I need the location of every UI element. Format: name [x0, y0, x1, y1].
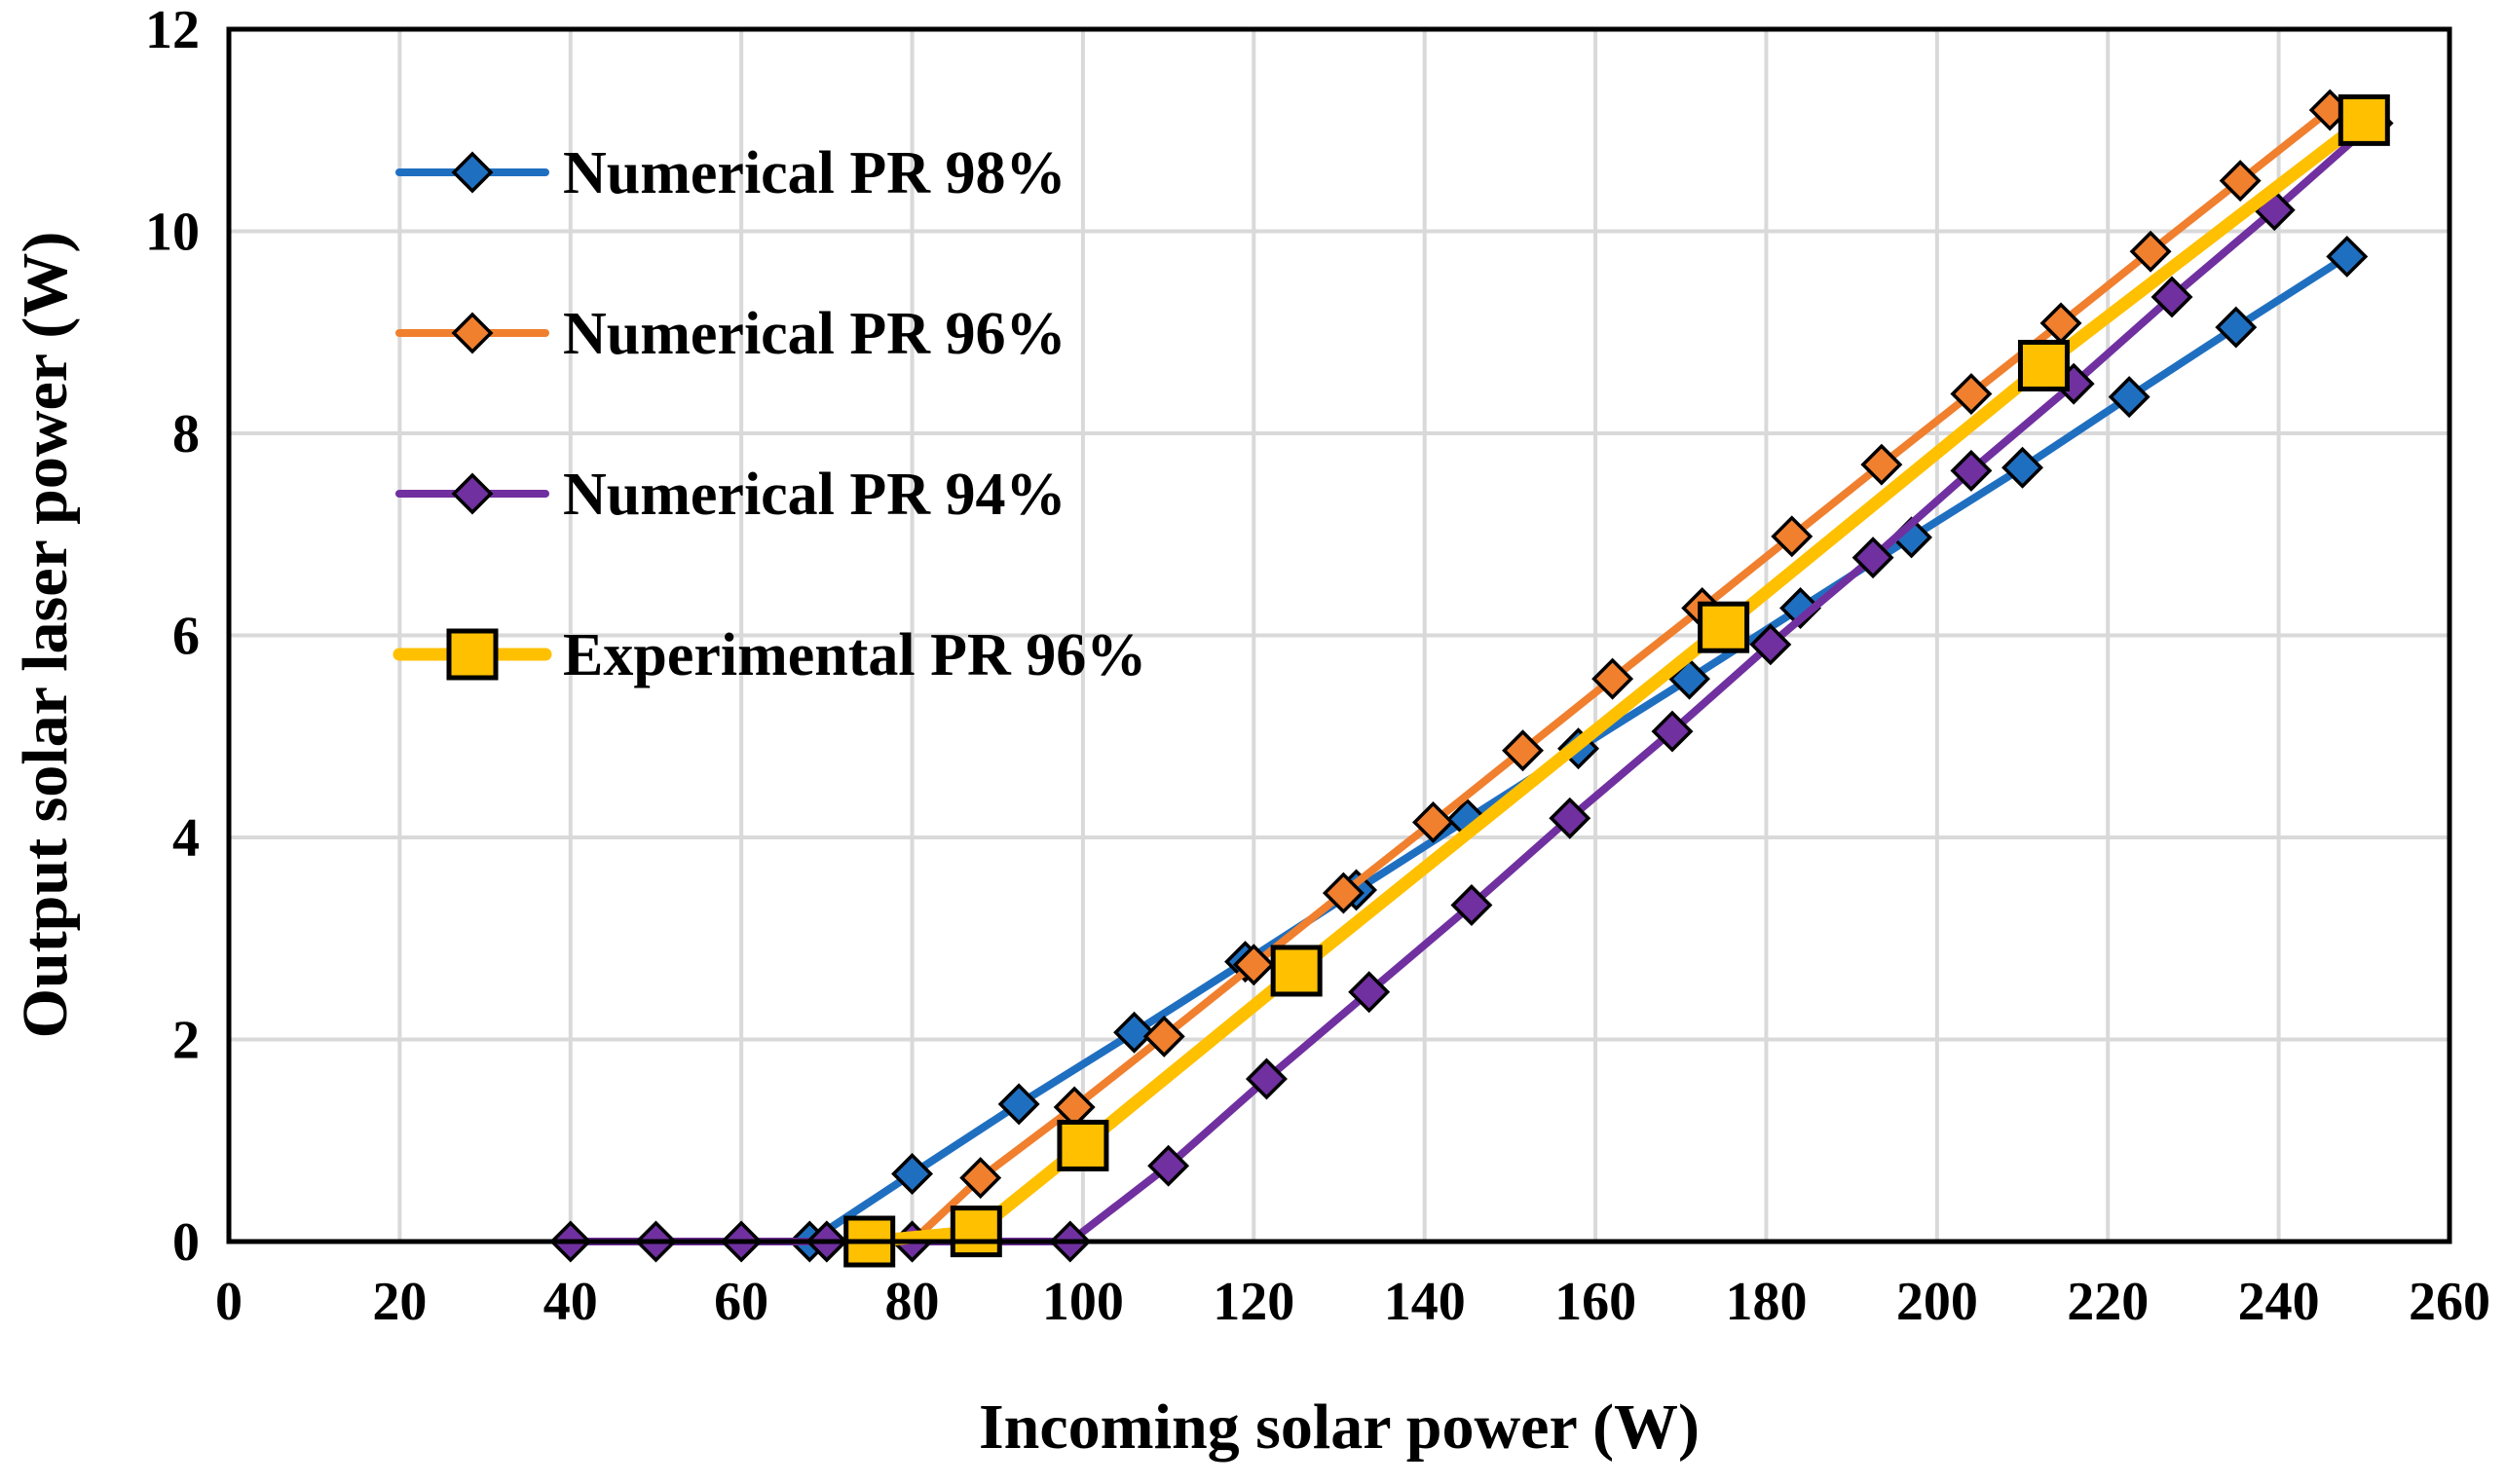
y-tick-label: 4 [172, 808, 200, 869]
x-tick-label: 80 [885, 1272, 940, 1332]
data-point-diamond [1502, 729, 1545, 772]
legend: Numerical PR 98% Numerical PR 96% Numerica… [393, 140, 1146, 688]
x-tick-label: 0 [215, 1272, 243, 1332]
x-tick-label: 220 [2067, 1272, 2149, 1332]
y-tick-label: 6 [172, 607, 200, 667]
legend-label: Numerical PR 98% [563, 140, 1066, 206]
x-tick-label: 120 [1213, 1272, 1294, 1332]
data-point-diamond [1651, 710, 1694, 753]
data-point-diamond [2219, 160, 2262, 203]
data-point-diamond [1549, 797, 1591, 839]
data-point-diamond [1851, 537, 1894, 579]
x-tick-label: 240 [2238, 1272, 2320, 1332]
data-point-square [2338, 93, 2390, 146]
data-point-diamond [1322, 872, 1365, 914]
y-tick-label: 0 [172, 1212, 200, 1273]
data-point-diamond [1749, 623, 1792, 666]
series-group [549, 89, 2394, 1268]
data-point-diamond [2129, 230, 2172, 273]
x-tick-label: 160 [1554, 1272, 1636, 1332]
legend-label: Numerical PR 96% [563, 301, 1066, 367]
y-tick-label: 8 [172, 404, 200, 464]
data-point-diamond [1591, 657, 1634, 700]
data-point-diamond [891, 1153, 934, 1195]
data-point-square [1698, 601, 1750, 653]
data-point-diamond [2326, 235, 2369, 278]
tick-labels: 0 20 40 60 80 100 120 140 160 180 200 220 240 260 0 2 4 6… [145, 0, 2490, 1332]
data-point-diamond [1245, 1057, 1288, 1100]
data-point-square [1270, 945, 1323, 997]
data-point-diamond [959, 1157, 1002, 1200]
data-point-diamond [1232, 944, 1275, 986]
y-tick-label: 2 [172, 1011, 200, 1071]
data-point-diamond [2001, 446, 2044, 489]
data-point-diamond [451, 472, 494, 515]
data-point-diamond [2108, 376, 2151, 419]
data-point-diamond [1348, 971, 1391, 1014]
data-point-diamond [997, 1083, 1040, 1126]
y-tick-label: 12 [145, 0, 200, 60]
data-point-diamond [1147, 1144, 1190, 1187]
data-point-diamond [1411, 800, 1454, 843]
data-point-diamond [1950, 449, 1993, 492]
x-tick-label: 140 [1384, 1272, 1466, 1332]
y-tick-label: 10 [145, 203, 200, 263]
legend-label: Experimental PR 96% [563, 622, 1146, 688]
data-point-diamond [1142, 1015, 1185, 1057]
data-point-square [446, 628, 499, 681]
data-point-square [2017, 339, 2070, 391]
legend-item-1: Numerical PR 98% [395, 140, 1066, 206]
plot-area-frame [226, 26, 2452, 1244]
data-point-diamond [1450, 884, 1493, 926]
x-tick-label: 100 [1042, 1272, 1124, 1332]
data-point-diamond [1771, 515, 1814, 558]
x-tick-label: 20 [372, 1272, 427, 1332]
data-point-diamond [451, 312, 494, 354]
x-tick-label: 60 [714, 1272, 768, 1332]
x-tick-label: 180 [1725, 1272, 1807, 1332]
x-tick-label: 200 [1896, 1272, 1978, 1332]
legend-item-2: Numerical PR 96% [395, 301, 1066, 367]
data-point-diamond [1779, 587, 1822, 629]
data-point-diamond [2215, 306, 2258, 349]
gridlines [229, 29, 2450, 1242]
data-point-diamond [451, 151, 494, 194]
data-point-diamond [2151, 276, 2193, 318]
x-axis-title: Incoming solar power (W) [979, 1391, 1700, 1463]
legend-label: Numerical PR 94% [563, 462, 1066, 528]
data-point-square [950, 1206, 1002, 1258]
y-axis-title: Output solar laser power (W) [10, 232, 81, 1039]
data-point-diamond [1860, 443, 1903, 486]
legend-item-3: Numerical PR 94% [395, 462, 1066, 528]
data-point-diamond [1950, 373, 1993, 416]
data-point-diamond [1113, 1011, 1156, 1054]
x-tick-label: 260 [2409, 1272, 2490, 1332]
series-line [822, 106, 2335, 1245]
legend-item-4: Experimental PR 96% [393, 622, 1146, 688]
data-point-square [1057, 1119, 1109, 1171]
x-tick-label: 40 [543, 1272, 598, 1332]
